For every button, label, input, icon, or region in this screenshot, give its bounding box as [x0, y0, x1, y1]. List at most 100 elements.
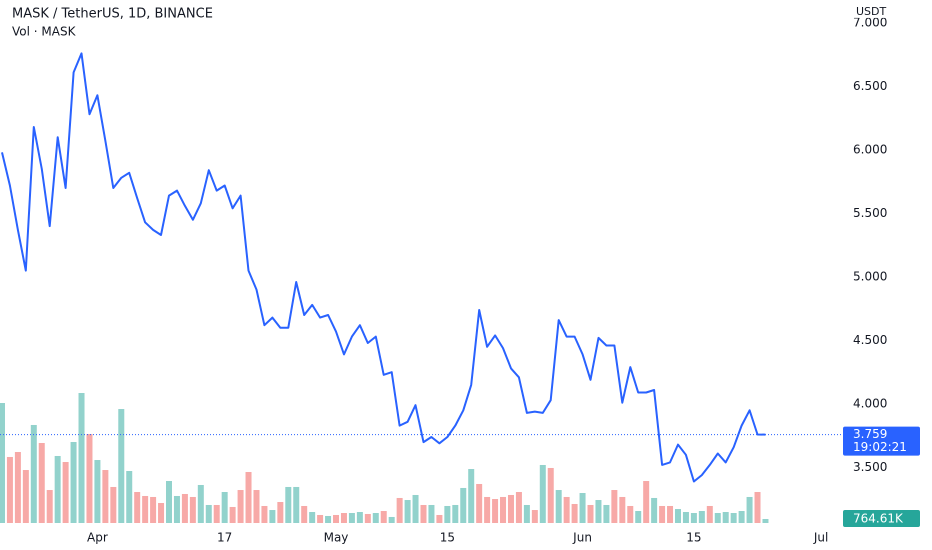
volume-bar: [0, 403, 5, 523]
y-tick-label: 3.500: [853, 460, 887, 474]
volume-bar: [754, 492, 761, 523]
y-tick-label: 6.000: [853, 142, 887, 156]
volume-bar: [436, 514, 443, 523]
volume-bar: [317, 514, 324, 523]
volume-bar: [619, 496, 626, 523]
volume-bar: [70, 442, 77, 523]
volume-bar: [714, 513, 721, 523]
volume-bar: [325, 515, 332, 523]
volume-bar: [30, 424, 37, 523]
last-volume-label: 764.61K: [853, 511, 904, 525]
y-tick-label: 4.000: [853, 396, 887, 410]
x-tick-label: May: [324, 531, 349, 545]
volume-bar: [722, 512, 729, 523]
volume-bar: [173, 495, 180, 523]
volume-bar: [348, 513, 355, 523]
volume-bar: [277, 502, 284, 523]
last-price-box: [843, 426, 920, 456]
volume-bar: [14, 452, 21, 523]
volume-bar: [428, 504, 435, 523]
volume-bar: [571, 503, 578, 523]
volume-bar: [444, 505, 451, 523]
volume-bar: [746, 496, 753, 523]
volume-bar: [579, 493, 586, 523]
volume-bar: [229, 506, 236, 523]
volume-bar: [555, 490, 562, 523]
volume-bar: [213, 504, 220, 523]
volume-bar: [563, 496, 570, 523]
x-tick-label: 15: [440, 531, 455, 545]
y-axis-title: USDT: [856, 5, 887, 18]
y-tick-label: 4.500: [853, 333, 887, 347]
volume-bar: [674, 509, 681, 523]
volume-bar: [245, 472, 252, 523]
volume-bar: [492, 499, 499, 523]
volume-bar: [301, 505, 308, 523]
x-tick-label: 15: [686, 531, 701, 545]
volume-bar: [507, 494, 514, 523]
countdown-label: 19:02:21: [853, 440, 907, 454]
volume-bar: [364, 513, 371, 523]
last-volume-box: [843, 509, 920, 527]
volume-bar: [396, 497, 403, 523]
volume-bar: [261, 505, 268, 523]
volume-bar: [627, 505, 634, 523]
volume-bar: [102, 470, 109, 523]
volume-bar: [205, 504, 212, 523]
volume-bar: [269, 510, 276, 523]
volume-bar: [189, 496, 196, 523]
volume-bar: [78, 393, 85, 523]
volume-bar: [126, 471, 133, 523]
last-price-label: 3.759: [853, 427, 887, 441]
volume-bar: [515, 492, 522, 523]
volume-title: Vol · MASK: [12, 25, 77, 39]
volume-bar: [476, 483, 483, 523]
x-tick-label: 17: [217, 531, 232, 545]
price-axis: 3.500 4.000 4.500 5.000 5.500 6.000 6.500 7.000…: [87, 4, 920, 545]
y-tick-label: 5.000: [853, 269, 887, 283]
volume-bar: [404, 500, 411, 523]
volume-bar: [460, 487, 467, 523]
volume-bar: [6, 456, 13, 523]
volume-bar: [651, 497, 658, 523]
volume-bar: [611, 490, 618, 523]
volume-bar: [730, 513, 737, 523]
volume-bar: [86, 433, 93, 523]
volume-bar: [62, 462, 69, 523]
volume-bar: [643, 481, 650, 523]
volume-bar: [181, 493, 188, 523]
volume-bar: [468, 469, 475, 523]
volume-bar: [150, 496, 157, 523]
volume-bar: [309, 512, 316, 523]
x-tick-label: Jul: [813, 531, 828, 545]
price-line: [1, 52, 766, 483]
volume-bar: [388, 516, 395, 523]
volume-bar: [166, 481, 172, 523]
volume-bar: [380, 511, 387, 523]
volume-bar: [54, 455, 61, 523]
x-tick-label: Apr: [87, 531, 108, 545]
volume-bar: [682, 512, 689, 523]
volume-bar: [372, 513, 379, 523]
x-tick-label: Jun: [572, 531, 592, 545]
volume-bar: [142, 495, 149, 523]
volume-bar: [484, 496, 491, 523]
volume-bar: [340, 513, 347, 523]
volume-bar: [237, 490, 244, 523]
volume-bar: [46, 490, 53, 523]
volume-bar: [452, 504, 459, 523]
y-tick-label: 6.500: [853, 79, 887, 93]
volume-bar: [547, 467, 554, 523]
y-tick-label: 7.000: [853, 15, 887, 29]
volume-bar: [293, 486, 300, 523]
volume-bar: [531, 510, 538, 523]
volume-bar: [356, 512, 363, 523]
volume-bar: [221, 492, 228, 523]
price-layer: [0, 52, 845, 483]
volume-bar: [134, 492, 141, 523]
volume-bar: [603, 504, 610, 523]
y-tick-label: 5.500: [853, 206, 887, 220]
volume-bar: [333, 514, 340, 523]
volume-bar: [38, 443, 45, 523]
